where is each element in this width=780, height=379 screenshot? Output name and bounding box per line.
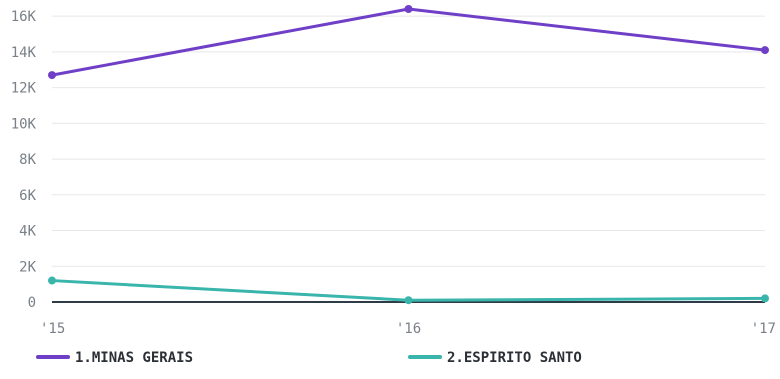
axis-layer: 0 2K 4K 6K 8K 10K 12K 14K 16K '15 '16 '17 <box>11 9 776 337</box>
series-layer <box>48 5 769 305</box>
y-tick-label: 14K <box>11 45 37 61</box>
data-point[interactable] <box>761 294 769 303</box>
y-tick-label: 16K <box>11 9 37 25</box>
y-tick-label: 8K <box>19 152 36 168</box>
data-point[interactable] <box>761 46 769 55</box>
data-point[interactable] <box>404 5 413 13</box>
legend-label[interactable]: 1.MINAS GERAIS <box>75 350 193 366</box>
data-point[interactable] <box>404 296 413 305</box>
y-tick-label: 0 <box>28 295 36 311</box>
data-point[interactable] <box>48 276 56 285</box>
data-point[interactable] <box>48 71 56 80</box>
grid-layer <box>52 15 765 267</box>
y-tick-label: 2K <box>19 259 36 275</box>
y-tick-label: 12K <box>11 81 37 97</box>
x-tick-label: '15 <box>40 321 65 337</box>
y-tick-label: 10K <box>11 116 37 132</box>
y-tick-label: 4K <box>19 224 36 240</box>
legend-label[interactable]: 2.ESPIRITO SANTO <box>447 350 582 366</box>
x-tick-label: '16 <box>396 321 421 337</box>
x-tick-label: '17 <box>751 321 776 337</box>
series-line <box>50 7 767 77</box>
legend: 1.MINAS GERAIS 2.ESPIRITO SANTO <box>36 350 582 366</box>
y-tick-label: 6K <box>19 188 36 204</box>
